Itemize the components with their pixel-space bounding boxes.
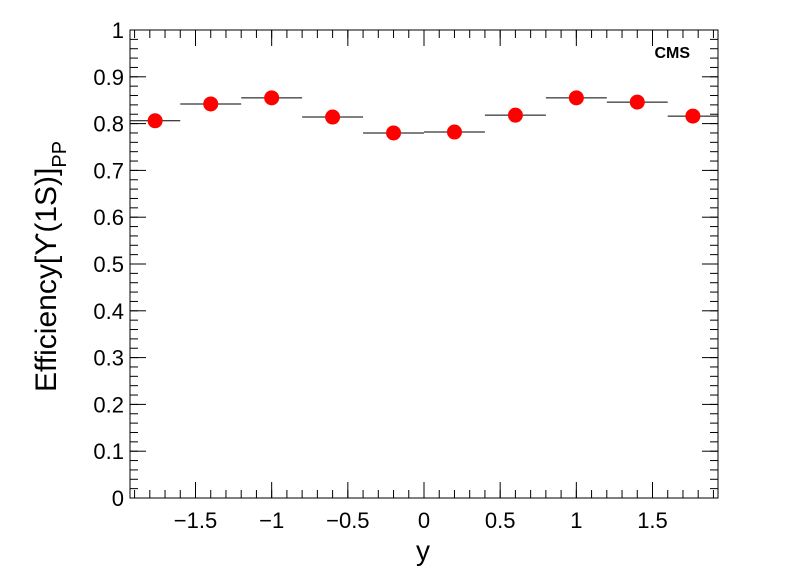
y-axis-label: Efficiency[ϒ(1S)]PP — [30, 141, 71, 392]
data-point — [386, 125, 402, 141]
x-tick-label: −1 — [259, 508, 284, 533]
x-tick-label: 0.5 — [485, 508, 516, 533]
y-tick-label: 0 — [112, 486, 124, 511]
x-tick-label: 1 — [570, 508, 582, 533]
y-axis-label-sub: PP — [49, 141, 71, 168]
x-tick-label: −1.5 — [174, 508, 217, 533]
x-tick-label: 1.5 — [637, 508, 668, 533]
y-tick-label: 0.1 — [93, 439, 124, 464]
annotation: CMS — [654, 45, 690, 62]
data-point — [685, 108, 701, 124]
data-point — [325, 109, 341, 125]
data-point — [264, 90, 280, 106]
y-tick-label: 0.9 — [93, 65, 124, 90]
data-point — [446, 124, 462, 140]
y-tick-label: 0.7 — [93, 158, 124, 183]
y-tick-label: 0.8 — [93, 112, 124, 137]
data-point — [568, 90, 584, 106]
data-point — [147, 113, 163, 129]
data-point — [507, 107, 523, 123]
y-tick-label: 0.5 — [93, 252, 124, 277]
y-tick-label: 0.4 — [93, 299, 124, 324]
y-tick-label: 1 — [112, 18, 124, 43]
y-tick-label: 0.2 — [93, 392, 124, 417]
x-tick-label: −0.5 — [326, 508, 369, 533]
y-axis-label-main: Efficiency[ϒ(1S)] — [30, 168, 63, 392]
x-tick-label: 0 — [418, 508, 430, 533]
data-point — [629, 94, 645, 110]
y-tick-label: 0.6 — [93, 205, 124, 230]
y-tick-label: 0.3 — [93, 346, 124, 371]
data-point — [203, 96, 219, 112]
x-axis-label: y — [416, 535, 430, 566]
